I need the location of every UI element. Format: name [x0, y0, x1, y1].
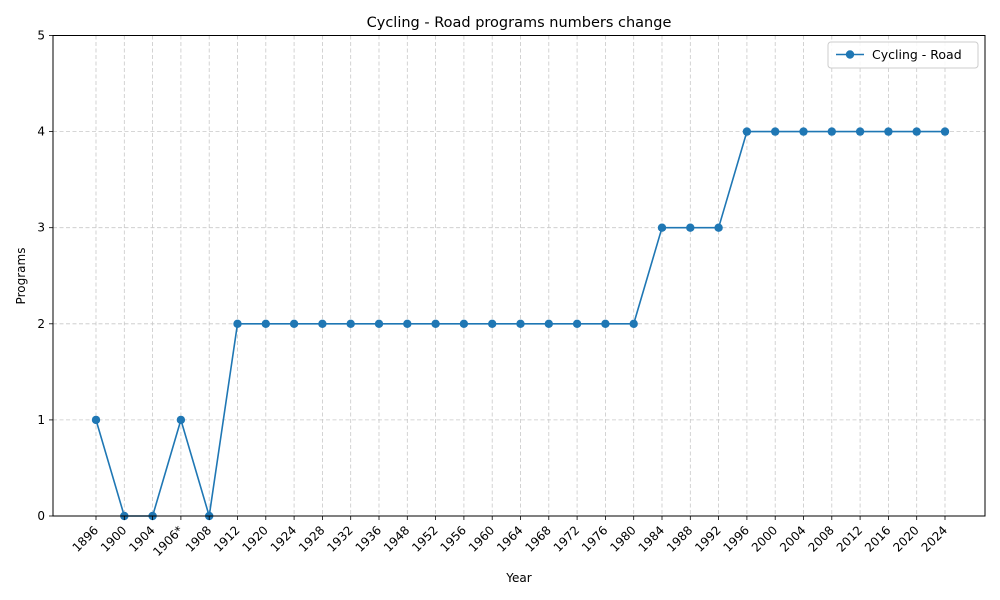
data-point: [714, 223, 723, 232]
x-tick-label: 1908: [183, 523, 214, 554]
y-tick-label: 3: [37, 221, 45, 235]
data-point: [403, 319, 412, 328]
x-tick-label: 1976: [579, 523, 610, 554]
data-point: [233, 319, 242, 328]
data-point: [771, 127, 780, 136]
data-point: [544, 319, 553, 328]
grid-lines: [53, 35, 985, 517]
x-tick-label: 2016: [862, 523, 893, 554]
x-tick-label: 1996: [721, 523, 752, 554]
data-point: [799, 127, 808, 136]
data-point: [884, 127, 893, 136]
data-point: [827, 127, 836, 136]
data-point: [686, 223, 695, 232]
data-point: [742, 127, 752, 136]
data-point: [459, 319, 469, 328]
data-point: [91, 415, 101, 425]
x-axis-label: Year: [505, 571, 531, 585]
data-point: [176, 415, 186, 425]
data-point: [261, 319, 270, 328]
x-tick-label: 1906*: [150, 523, 186, 559]
data-point: [431, 319, 440, 328]
data-point: [572, 319, 582, 328]
data-point: [318, 319, 327, 328]
x-tick-label: 1948: [381, 523, 412, 554]
legend: Cycling - Road: [827, 41, 979, 69]
legend-box: [827, 41, 979, 69]
x-tick-label: 1964: [494, 523, 525, 554]
x-tick-label: 1912: [211, 523, 242, 554]
x-tick-label: 1984: [636, 523, 667, 554]
x-tick-label: 1896: [70, 523, 101, 554]
y-axis-label: Programs: [14, 248, 28, 305]
x-tick-label: 1992: [692, 523, 723, 554]
x-tick-label: 1968: [522, 523, 553, 554]
x-axis: 1896190019041906*19081912192019241928193…: [70, 516, 950, 559]
data-point: [289, 319, 299, 328]
data-point: [629, 319, 638, 328]
data-point: [516, 319, 525, 328]
x-tick-label: 1980: [607, 523, 638, 554]
x-tick-label: 1988: [664, 523, 695, 554]
data-point: [488, 319, 497, 328]
x-tick-label: 1936: [353, 523, 384, 554]
y-axis: 0 1 2 3 4 5: [37, 29, 53, 523]
y-tick-label: 4: [37, 125, 45, 139]
x-tick-label: 2020: [890, 523, 921, 554]
data-point: [912, 127, 921, 136]
plot-area-frame: [52, 35, 986, 517]
x-tick-label: 2008: [805, 523, 836, 554]
chart-title: Cycling - Road programs numbers change: [367, 15, 672, 31]
data-point: [855, 127, 865, 136]
y-tick-label: 0: [37, 509, 45, 523]
y-tick-label: 2: [37, 317, 45, 331]
data-point: [374, 319, 384, 328]
x-tick-label: 1928: [296, 523, 327, 554]
x-tick-label: 1932: [324, 523, 355, 554]
legend-marker-swatch: [845, 50, 855, 59]
y-tick-label: 5: [37, 29, 45, 43]
data-point: [346, 319, 355, 328]
x-tick-label: 1920: [239, 523, 270, 554]
data-point: [657, 223, 667, 232]
y-tick-label: 1: [37, 413, 45, 427]
data-point: [601, 319, 610, 328]
x-tick-label: 1960: [466, 523, 497, 554]
x-tick-label: 1952: [409, 523, 440, 554]
x-tick-label: 2000: [749, 523, 780, 554]
x-tick-label: 1924: [268, 523, 299, 554]
x-tick-label: 1900: [98, 523, 129, 554]
x-tick-label: 2024: [919, 523, 950, 554]
series-layer: [91, 127, 950, 521]
x-tick-label: 1972: [551, 523, 582, 554]
x-tick-label: 2004: [777, 523, 808, 554]
data-point: [940, 127, 950, 136]
legend-entry-label: Cycling - Road: [872, 47, 962, 62]
x-tick-label: 2012: [834, 523, 865, 554]
x-tick-label: 1956: [438, 523, 469, 554]
